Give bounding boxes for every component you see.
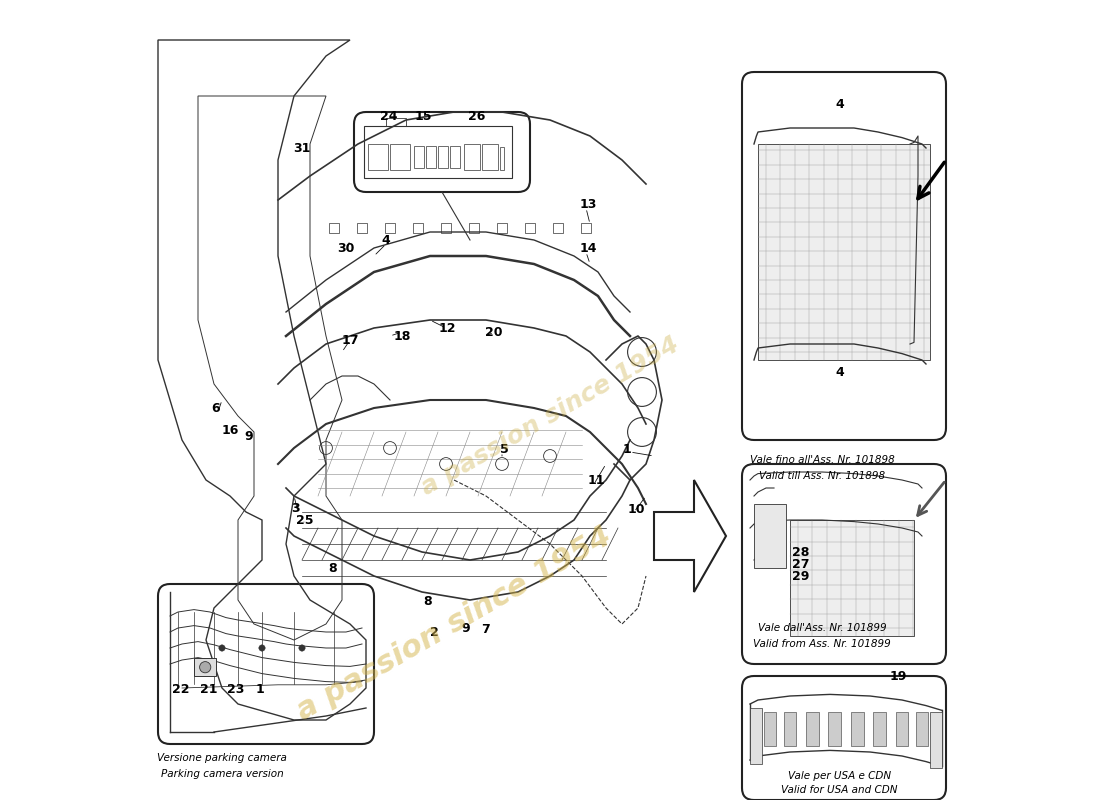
Text: 29: 29 bbox=[792, 570, 810, 582]
Text: 4: 4 bbox=[835, 98, 844, 110]
Text: 26: 26 bbox=[468, 110, 485, 122]
Text: 14: 14 bbox=[580, 242, 597, 254]
Text: 3: 3 bbox=[292, 502, 300, 514]
Text: Versione parking camera: Versione parking camera bbox=[157, 754, 287, 763]
FancyBboxPatch shape bbox=[354, 112, 530, 192]
Text: 19: 19 bbox=[889, 670, 906, 682]
Circle shape bbox=[299, 645, 305, 651]
Text: 9: 9 bbox=[244, 430, 253, 442]
Text: 23: 23 bbox=[227, 683, 244, 696]
Bar bbox=[358, 223, 366, 233]
FancyBboxPatch shape bbox=[158, 584, 374, 744]
Text: 18: 18 bbox=[394, 330, 410, 342]
Bar bbox=[386, 118, 406, 126]
Bar bbox=[470, 223, 478, 233]
FancyBboxPatch shape bbox=[742, 676, 946, 800]
Bar bbox=[553, 223, 563, 233]
Bar bbox=[367, 144, 387, 170]
Bar bbox=[930, 712, 942, 768]
Bar bbox=[497, 223, 507, 233]
Text: 6: 6 bbox=[211, 402, 220, 414]
Circle shape bbox=[219, 645, 225, 651]
Bar bbox=[390, 144, 410, 170]
Polygon shape bbox=[654, 480, 726, 592]
Text: Vale fino all'Ass. Nr. 101898: Vale fino all'Ass. Nr. 101898 bbox=[749, 455, 894, 465]
Bar bbox=[790, 520, 914, 636]
Text: 20: 20 bbox=[485, 326, 503, 338]
Bar bbox=[758, 144, 930, 360]
Text: 8: 8 bbox=[424, 595, 432, 608]
Circle shape bbox=[199, 662, 211, 673]
Text: 30: 30 bbox=[338, 242, 354, 254]
Text: 8: 8 bbox=[328, 562, 337, 574]
Bar bbox=[806, 712, 818, 746]
Text: Vale dall'Ass. Nr. 101899: Vale dall'Ass. Nr. 101899 bbox=[758, 623, 887, 633]
Text: 1: 1 bbox=[256, 683, 265, 696]
Bar bbox=[450, 146, 460, 168]
Bar bbox=[329, 223, 339, 233]
Bar bbox=[194, 658, 217, 676]
Bar bbox=[438, 146, 448, 168]
Bar bbox=[482, 144, 498, 170]
Text: 11: 11 bbox=[587, 474, 605, 486]
Circle shape bbox=[258, 645, 265, 651]
Text: 27: 27 bbox=[792, 558, 810, 570]
Text: 9: 9 bbox=[462, 622, 471, 634]
Text: 10: 10 bbox=[628, 503, 645, 516]
FancyBboxPatch shape bbox=[742, 464, 946, 664]
Text: Valid for USA and CDN: Valid for USA and CDN bbox=[781, 786, 898, 795]
Text: 22: 22 bbox=[172, 683, 189, 696]
Bar bbox=[763, 712, 777, 746]
Text: 17: 17 bbox=[341, 334, 359, 346]
Bar bbox=[525, 223, 535, 233]
Text: 16: 16 bbox=[221, 424, 239, 437]
Bar bbox=[750, 708, 762, 764]
Bar bbox=[915, 712, 928, 746]
Text: 4: 4 bbox=[382, 234, 390, 246]
Text: Vale per USA e CDN: Vale per USA e CDN bbox=[788, 771, 891, 781]
Text: Parking camera version: Parking camera version bbox=[161, 769, 284, 778]
Bar bbox=[754, 504, 786, 568]
Bar bbox=[385, 223, 395, 233]
Text: 7: 7 bbox=[482, 623, 491, 636]
Text: 4: 4 bbox=[835, 366, 844, 378]
Bar bbox=[414, 146, 424, 168]
Text: a passion since 1954: a passion since 1954 bbox=[292, 522, 616, 726]
Text: 5: 5 bbox=[500, 443, 509, 456]
Text: 31: 31 bbox=[294, 142, 310, 154]
Text: 1: 1 bbox=[623, 443, 631, 456]
Text: 2: 2 bbox=[430, 626, 439, 638]
Text: 15: 15 bbox=[415, 110, 432, 122]
Text: 12: 12 bbox=[439, 322, 456, 334]
Text: 13: 13 bbox=[580, 198, 597, 210]
Bar bbox=[499, 147, 505, 170]
Text: a passion since 1954: a passion since 1954 bbox=[417, 332, 683, 500]
Bar bbox=[828, 712, 842, 746]
Text: Valid till Ass. Nr. 101898: Valid till Ass. Nr. 101898 bbox=[759, 471, 886, 481]
Bar bbox=[873, 712, 886, 746]
Bar bbox=[364, 126, 513, 178]
Bar bbox=[441, 223, 451, 233]
Bar bbox=[414, 223, 422, 233]
Bar bbox=[426, 146, 436, 168]
Text: Valid from Ass. Nr. 101899: Valid from Ass. Nr. 101899 bbox=[754, 639, 891, 649]
Text: 24: 24 bbox=[379, 110, 397, 122]
Bar bbox=[581, 223, 591, 233]
Text: 21: 21 bbox=[200, 683, 217, 696]
Bar bbox=[895, 712, 909, 746]
Bar bbox=[850, 712, 864, 746]
Text: 25: 25 bbox=[296, 514, 314, 526]
Text: 28: 28 bbox=[792, 546, 810, 558]
Bar bbox=[463, 144, 480, 170]
FancyBboxPatch shape bbox=[742, 72, 946, 440]
Bar bbox=[783, 712, 796, 746]
